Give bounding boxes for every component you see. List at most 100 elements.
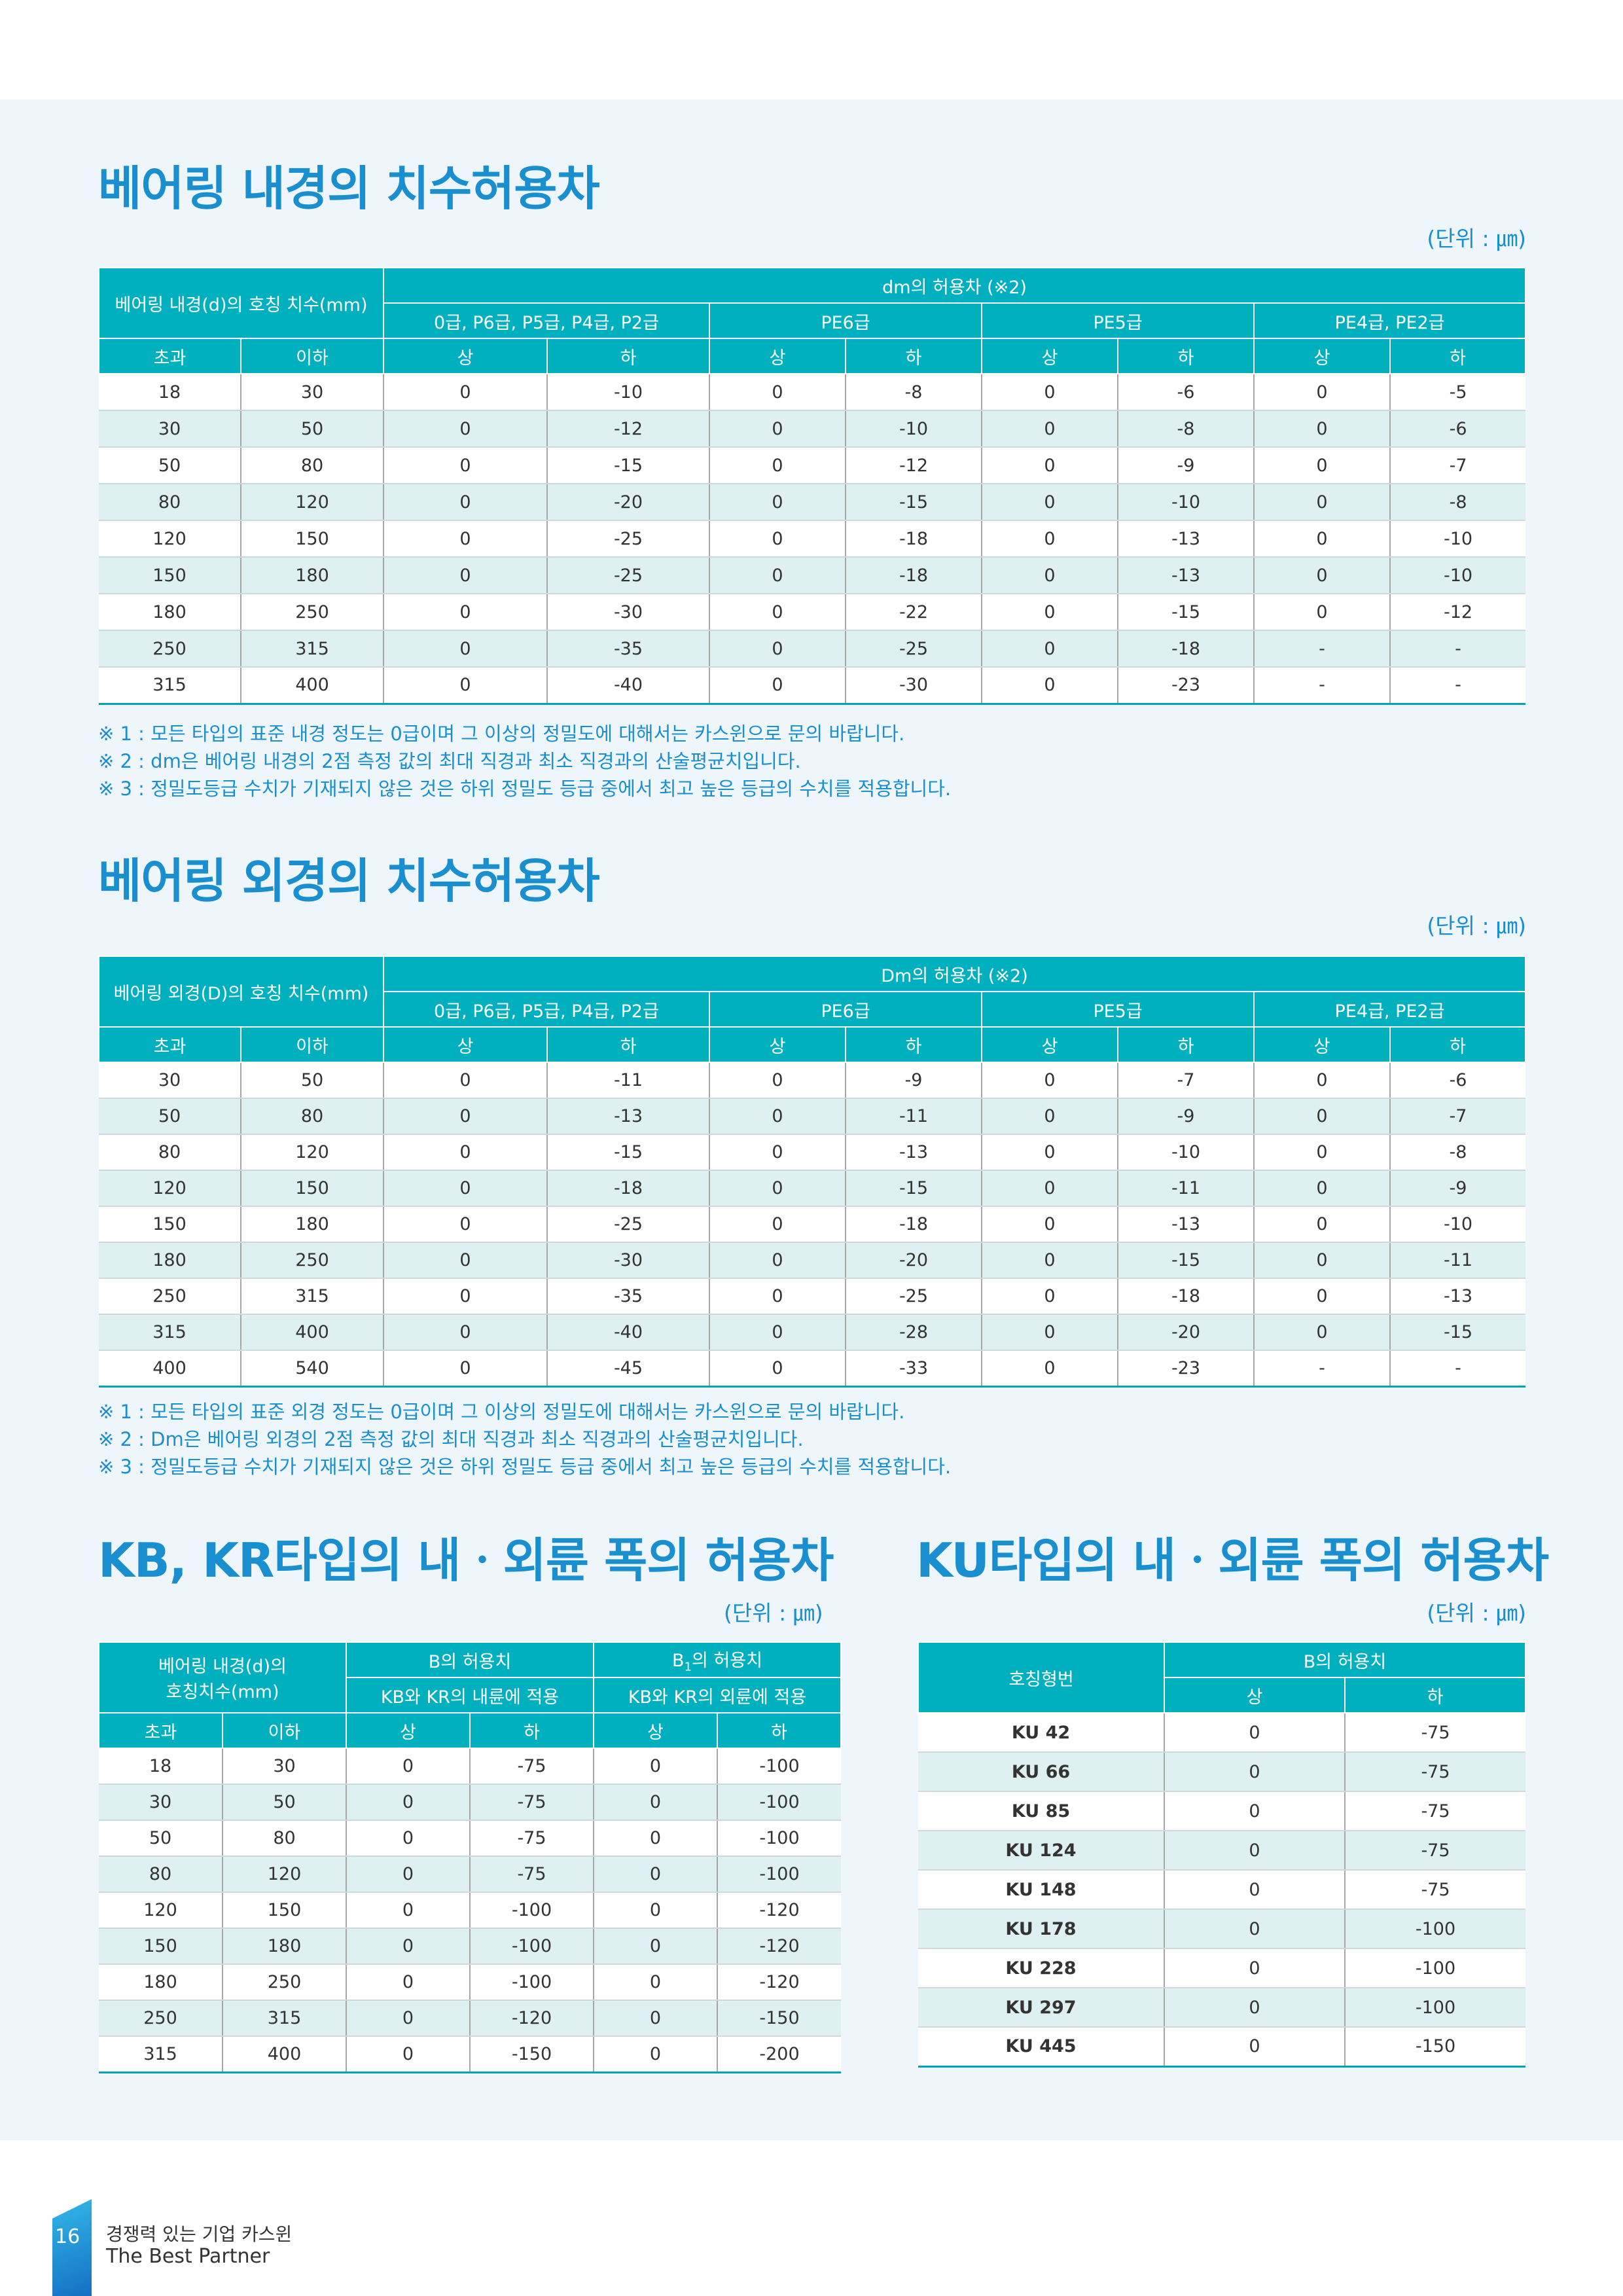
table-cell: -6	[1390, 1062, 1525, 1099]
table-cell: 0	[383, 1242, 548, 1279]
kb-kr-width-title: KB, KR타입의 내ㆍ외륜 폭의 허용차	[98, 1533, 834, 1588]
table-cell: -10	[1390, 557, 1526, 594]
table-cell: 0	[383, 1062, 548, 1099]
table-cell: 250	[99, 1278, 241, 1315]
table-cell: 0	[1164, 1791, 1346, 1831]
table-cell: -120	[470, 2000, 594, 2037]
unit-label: (단위 : ㎛)	[1427, 913, 1526, 939]
table-cell: 0	[709, 1206, 846, 1243]
table-cell: 0	[594, 1748, 718, 1785]
table-cell: KU 42	[918, 1713, 1165, 1753]
table-cell: -11	[846, 1098, 982, 1135]
table-row: 80 120 0 -15 0 -13 0 -10 0 -8	[99, 1134, 1525, 1171]
table-cell: 250	[241, 1242, 384, 1279]
b1-tolerance-header: B1의 허용치	[593, 1641, 842, 1678]
table-cell: 0	[383, 1170, 548, 1207]
upper-header: 상	[593, 1712, 718, 1749]
table-cell: 540	[241, 1350, 384, 1388]
table-cell: 0	[982, 484, 1118, 521]
table-cell: 50	[99, 1098, 241, 1135]
incl-header: 이하	[240, 1026, 384, 1063]
table-cell: -11	[547, 1062, 710, 1099]
table-cell: -25	[547, 520, 710, 558]
table-cell: -25	[846, 630, 982, 668]
table-cell: -100	[470, 1892, 594, 1929]
table-cell: 0	[709, 1062, 846, 1099]
table-cell: -120	[717, 1964, 841, 2001]
table-cell: 0	[982, 374, 1118, 411]
table-cell: 0	[982, 1242, 1118, 1279]
table-cell: -20	[1118, 1314, 1255, 1351]
ku-width-table: 호칭형번 B의 허용치 상 하 KU 42 0 -75 KU 66 0 -75 KU 85 0…	[918, 1641, 1526, 2068]
table-cell: 50	[99, 447, 241, 484]
table-cell: 180	[99, 1242, 241, 1279]
table-cell: 0	[346, 2036, 471, 2073]
table-cell: -20	[846, 1242, 982, 1279]
table-cell: -	[1390, 1350, 1525, 1388]
table-cell: -75	[1345, 1752, 1525, 1792]
table-cell: -75	[1345, 1831, 1525, 1871]
table-cell: 315	[99, 2036, 223, 2073]
table-cell: KU 178	[918, 1909, 1165, 1949]
table-cell: 0	[709, 557, 846, 594]
table-cell: 250	[99, 630, 241, 668]
table-cell: -75	[1345, 1870, 1525, 1910]
table-cell: 180	[223, 1928, 347, 1965]
table-cell: -75	[470, 1856, 594, 1893]
table-cell: 150	[241, 1170, 384, 1207]
b-tolerance-header: B의 허용치	[1164, 1641, 1526, 1678]
lower-header: 하	[1389, 338, 1527, 374]
table-cell: -15	[1118, 1242, 1255, 1279]
table-cell: -9	[846, 1062, 982, 1099]
table-cell: 120	[99, 1170, 241, 1207]
incl-header: 이하	[222, 1712, 347, 1749]
table-cell: -18	[846, 557, 982, 594]
lower-header: 하	[1389, 1026, 1526, 1063]
table-cell: 0	[1254, 1278, 1391, 1315]
table-cell: -35	[547, 1278, 710, 1315]
table-row: 120 150 0 -25 0 -18 0 -13 0 -10	[99, 520, 1526, 558]
table-cell: 0	[1254, 1242, 1391, 1279]
table-cell: KU 445	[918, 2027, 1165, 2068]
table-cell: 120	[241, 484, 384, 521]
table-cell: 400	[99, 1350, 241, 1388]
table-row: 150 180 0 -25 0 -18 0 -13 0 -10	[99, 557, 1526, 594]
table-row: 30 50 0 -11 0 -9 0 -7 0 -6	[99, 1062, 1525, 1099]
table-cell: 50	[241, 410, 384, 448]
model-header: 호칭형번	[918, 1641, 1165, 1713]
table-cell: 0	[1254, 447, 1391, 484]
table-cell: -9	[1390, 1170, 1525, 1207]
table-cell: 180	[99, 594, 241, 631]
table-cell: 0	[1254, 1206, 1391, 1243]
table-cell: -150	[1345, 2027, 1525, 2068]
table-cell: 80	[223, 1820, 347, 1857]
table-cell: 0	[982, 1062, 1118, 1099]
table-cell: -7	[1118, 1062, 1255, 1099]
table-cell: -150	[717, 2000, 841, 2037]
table-row: KU 445 0 -150	[918, 2027, 1525, 2068]
table-cell: 0	[594, 2036, 718, 2073]
table-cell: -5	[1390, 374, 1526, 411]
table-cell: 18	[99, 374, 241, 411]
table-cell: 0	[1254, 594, 1391, 631]
unit-label: (단위 : ㎛)	[1427, 226, 1526, 251]
page-number: 16	[55, 2225, 80, 2248]
table-cell: -45	[547, 1350, 710, 1388]
table-cell: 120	[241, 1134, 384, 1171]
table-cell: -100	[1345, 1948, 1525, 1988]
table-cell: 0	[1254, 520, 1391, 558]
table-cell: 0	[383, 630, 548, 668]
footer-tagline: The Best Partner	[106, 2245, 270, 2268]
table-cell: -7	[1390, 1098, 1525, 1135]
nominal-dimension-header: 베어링 내경(d)의 호칭치수(mm)	[98, 1641, 347, 1713]
table-cell: 0	[709, 374, 846, 411]
table-cell: 0	[383, 1278, 548, 1315]
upper-header: 상	[1164, 1677, 1346, 1713]
table-cell: 80	[99, 1856, 223, 1893]
table-cell: 120	[223, 1856, 347, 1893]
table-cell: -12	[547, 410, 710, 448]
table-row: 30 50 0 -12 0 -10 0 -8 0 -6	[99, 410, 1526, 448]
table-cell: 0	[709, 1134, 846, 1171]
table-cell: -18	[1118, 1278, 1255, 1315]
table-cell: KU 297	[918, 1988, 1165, 2028]
